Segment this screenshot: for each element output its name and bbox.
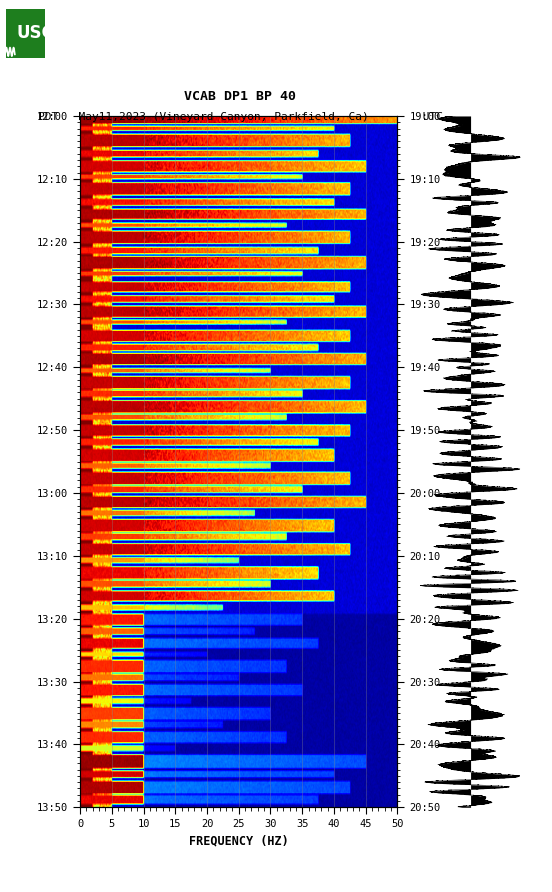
Bar — [6, 9, 45, 58]
Text: USGS: USGS — [17, 24, 67, 43]
X-axis label: FREQUENCY (HZ): FREQUENCY (HZ) — [189, 835, 289, 847]
Text: PDT   May11,2023 (Vineyard Canyon, Parkfield, Ca)        UTC: PDT May11,2023 (Vineyard Canyon, Parkfie… — [38, 112, 443, 121]
Text: VCAB DP1 BP 40: VCAB DP1 BP 40 — [184, 89, 296, 103]
